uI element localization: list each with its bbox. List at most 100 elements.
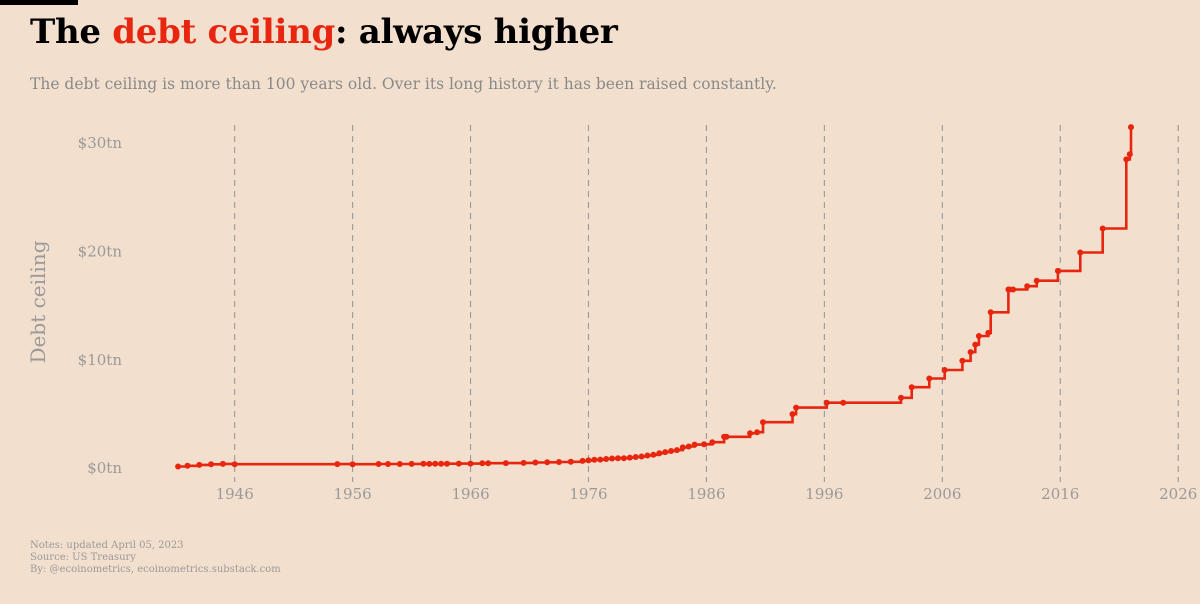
page-title: The debt ceiling: always higher: [30, 12, 618, 52]
title-part-1: The: [30, 12, 113, 52]
data-point: [679, 444, 686, 451]
title-part-2: : always higher: [335, 12, 618, 52]
data-point: [723, 433, 730, 440]
data-point: [1123, 156, 1130, 163]
data-point: [840, 399, 847, 406]
data-point: [908, 384, 915, 391]
data-point: [208, 461, 215, 468]
data-point: [479, 460, 486, 467]
data-point: [175, 463, 182, 470]
data-point: [1128, 124, 1134, 131]
data-point: [349, 461, 356, 468]
data-point: [520, 459, 527, 466]
top-accent-bar: [0, 0, 78, 5]
data-point: [585, 457, 592, 464]
data-point: [975, 333, 982, 339]
data-point: [656, 450, 663, 457]
footer-notes: Notes: updated April 05, 2023 Source: US…: [30, 540, 281, 576]
data-point: [685, 443, 692, 450]
data-point: [1054, 267, 1061, 274]
x-tick-label-1966: 1966: [451, 485, 489, 503]
data-point: [444, 460, 450, 467]
data-point: [650, 451, 657, 458]
y-tick-label-0: $0tn: [87, 459, 122, 477]
x-tick-label-2026: 2026: [1159, 485, 1197, 503]
data-point: [959, 357, 966, 364]
data-point: [455, 460, 462, 467]
data-point: [567, 458, 574, 465]
data-point: [754, 429, 761, 436]
data-point: [334, 461, 341, 468]
data-point: [985, 329, 992, 336]
data-point: [556, 459, 562, 465]
data-point: [691, 441, 698, 448]
title-highlight: debt ceiling: [112, 12, 335, 52]
x-tick-label-2006: 2006: [923, 485, 961, 503]
x-tick-label-1956: 1956: [334, 485, 372, 503]
x-tick-label-2016: 2016: [1041, 485, 1079, 503]
data-point: [231, 461, 238, 468]
notes-by: By: @ecoinometrics, ecoinometrics.substa…: [30, 564, 281, 575]
data-point: [967, 349, 974, 356]
data-point: [1077, 249, 1084, 256]
data-point: [408, 460, 415, 467]
y-tick-label-3: $30tn: [78, 134, 123, 152]
data-point: [747, 430, 754, 437]
data-point: [432, 460, 439, 467]
data-point: [793, 404, 800, 411]
data-point: [1010, 286, 1017, 293]
data-point: [823, 399, 830, 406]
subtitle: The debt ceiling is more than 100 years …: [30, 75, 777, 93]
data-point: [620, 455, 627, 462]
data-point: [603, 456, 610, 462]
data-point: [789, 411, 796, 418]
y-tick-label-1: $10tn: [78, 351, 123, 369]
data-point: [1033, 277, 1040, 284]
x-tick-label-1946: 1946: [216, 485, 254, 503]
data-point: [609, 455, 616, 462]
data-point: [579, 457, 586, 464]
data-point: [662, 449, 669, 456]
data-point: [972, 341, 979, 348]
data-point: [1099, 225, 1106, 232]
data-point: [926, 375, 933, 382]
data-point: [544, 459, 551, 466]
data-point: [591, 456, 598, 463]
data-point: [375, 461, 382, 467]
x-tick-label-1986: 1986: [687, 485, 725, 503]
y-axis-label: Debt ceiling: [26, 240, 50, 363]
data-point: [898, 394, 904, 401]
data-point: [941, 367, 948, 373]
notes-updated: Notes: updated April 05, 2023: [30, 540, 184, 551]
data-point: [615, 455, 621, 462]
data-point: [485, 460, 492, 467]
data-point: [396, 461, 403, 467]
data-point: [184, 462, 191, 469]
data-point: [385, 461, 391, 467]
data-point: [709, 439, 716, 446]
data-point: [673, 447, 680, 454]
data-point: [467, 460, 474, 467]
data-point: [532, 459, 539, 466]
x-tick-label-1996: 1996: [805, 485, 843, 503]
data-point: [438, 460, 445, 467]
x-tick-label-1976: 1976: [569, 485, 607, 503]
data-point: [1126, 151, 1133, 158]
data-point: [196, 461, 203, 468]
data-point: [644, 452, 651, 459]
data-point: [638, 453, 645, 460]
debt-ceiling-line: [178, 127, 1133, 468]
data-point: [701, 441, 708, 448]
data-point: [420, 460, 427, 467]
data-point: [626, 454, 633, 461]
data-point: [668, 448, 675, 454]
data-point: [632, 454, 639, 460]
data-point: [426, 460, 433, 467]
data-point: [987, 309, 994, 316]
data-point: [219, 460, 226, 467]
data-point: [597, 456, 604, 463]
data-point: [760, 419, 766, 426]
y-tick-label-2: $20tn: [78, 242, 123, 260]
data-point: [1024, 283, 1031, 290]
